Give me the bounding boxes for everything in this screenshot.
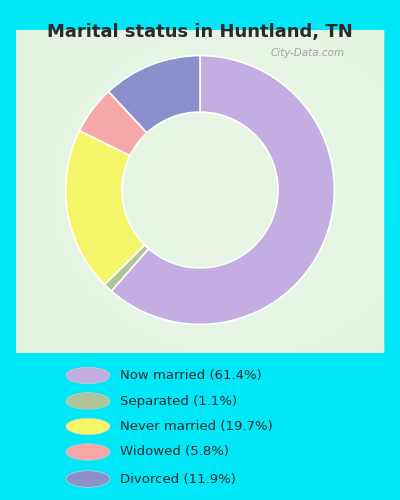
Text: Separated (1.1%): Separated (1.1%) xyxy=(120,394,237,407)
Wedge shape xyxy=(80,92,147,156)
Text: City-Data.com: City-Data.com xyxy=(271,48,345,58)
Text: Marital status in Huntland, TN: Marital status in Huntland, TN xyxy=(47,22,353,40)
Text: Never married (19.7%): Never married (19.7%) xyxy=(120,420,273,433)
Wedge shape xyxy=(66,130,145,284)
Wedge shape xyxy=(104,245,148,291)
Text: Widowed (5.8%): Widowed (5.8%) xyxy=(120,446,229,458)
Wedge shape xyxy=(108,56,200,133)
Circle shape xyxy=(66,418,110,434)
Wedge shape xyxy=(111,56,334,324)
Text: Now married (61.4%): Now married (61.4%) xyxy=(120,369,262,382)
Circle shape xyxy=(66,444,110,460)
Circle shape xyxy=(66,471,110,487)
Circle shape xyxy=(66,393,110,409)
Text: Divorced (11.9%): Divorced (11.9%) xyxy=(120,472,236,486)
Circle shape xyxy=(66,367,110,384)
